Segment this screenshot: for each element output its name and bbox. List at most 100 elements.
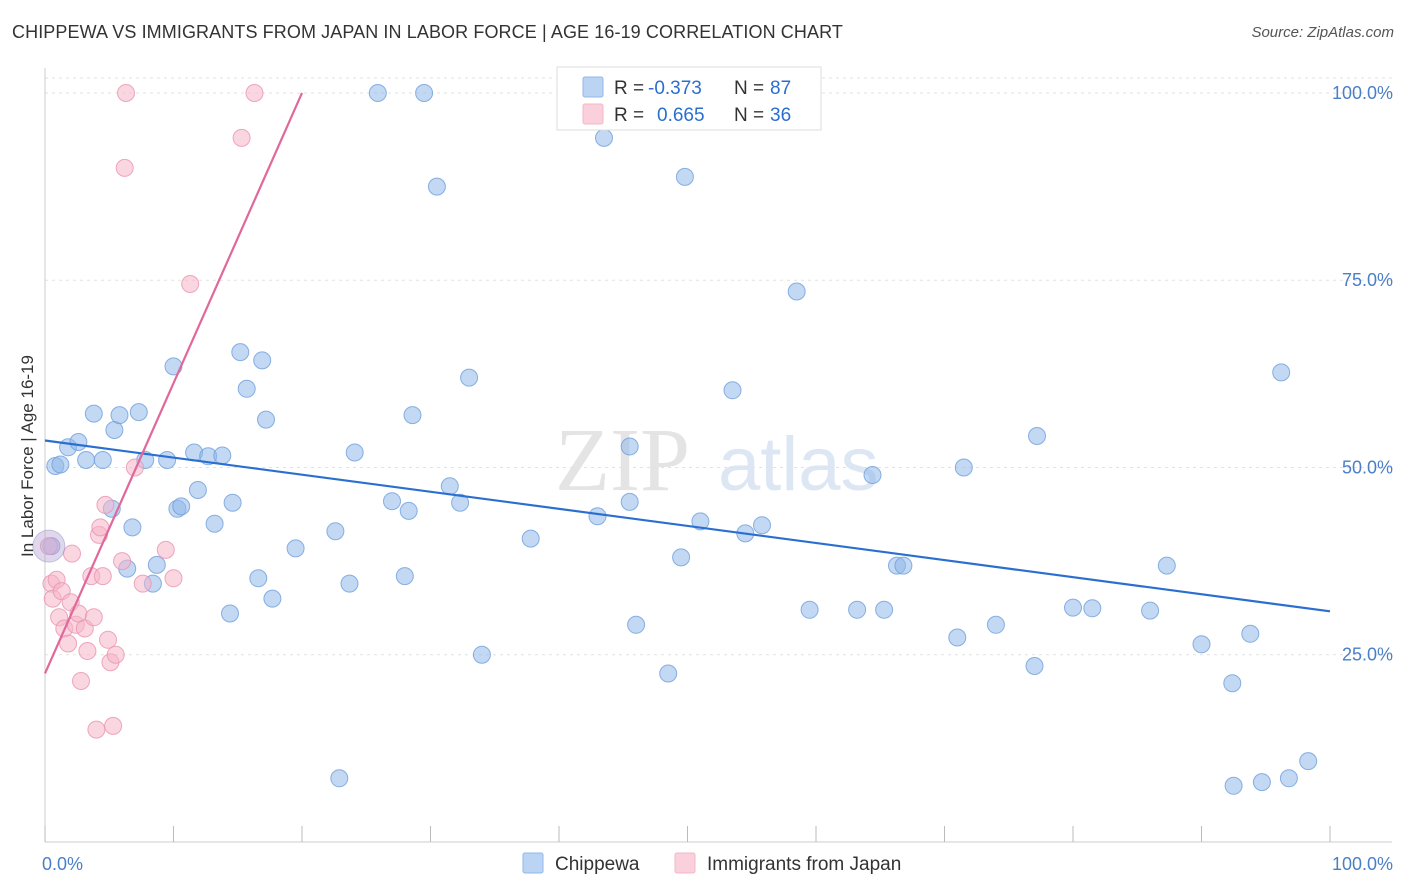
japan-point-35 xyxy=(245,84,264,102)
chippewa-point-62 xyxy=(753,516,771,535)
axes xyxy=(44,68,1392,843)
chippewa-point-30 xyxy=(249,569,268,588)
chippewa-point-56 xyxy=(659,664,678,683)
japan-point-0 xyxy=(39,537,58,556)
chippewa-point-13 xyxy=(129,403,148,422)
chippewa-point-5 xyxy=(77,451,96,469)
chippewa-point-69 xyxy=(894,556,913,575)
chippewa-point-63 xyxy=(787,282,806,301)
chippewa-point-60 xyxy=(723,381,742,400)
chippewa-point-39 xyxy=(368,84,387,102)
stats-n-value-chippewa: 87 xyxy=(770,78,791,99)
chippewa-point-67 xyxy=(875,600,894,619)
legend-label-chippewa: Chippewa xyxy=(555,854,640,875)
chippewa-point-6 xyxy=(84,404,103,423)
chippewa-point-26 xyxy=(221,604,239,623)
chippewa-point-32 xyxy=(257,410,275,429)
stats-legend: R = -0.373 N = 87 R = 0.665 N = 36 xyxy=(556,66,822,131)
chart-title: CHIPPEWA VS IMMIGRANTS FROM JAPAN IN LAB… xyxy=(12,22,843,42)
japan-point-9 xyxy=(63,544,81,563)
legend-swatch-japan xyxy=(674,852,696,874)
japan-point-17 xyxy=(87,720,106,739)
chippewa-point-66 xyxy=(863,466,882,484)
chippewa-point-42 xyxy=(399,501,418,520)
trend-lines xyxy=(43,92,1331,674)
japan-point-14 xyxy=(78,642,97,660)
japan-point-24 xyxy=(104,716,123,735)
stats-r-label-chippewa: R = xyxy=(614,78,644,99)
japan-point-31 xyxy=(156,540,175,559)
stats-n-value-japan: 36 xyxy=(770,105,791,126)
chippewa-point-75 xyxy=(1064,598,1082,617)
chippewa-point-49 xyxy=(472,645,491,664)
chippewa-point-22 xyxy=(188,481,207,499)
chippewa-point-72 xyxy=(986,615,1005,634)
japan-trend-line xyxy=(43,92,304,674)
chippewa-point-36 xyxy=(330,769,349,788)
chippewa-point-12 xyxy=(123,518,142,537)
japan-point-33 xyxy=(181,275,200,293)
chippewa-point-64 xyxy=(800,600,819,619)
chippewa-point-57 xyxy=(672,548,691,567)
chippewa-point-52 xyxy=(595,128,613,147)
japan-point-20 xyxy=(93,567,112,586)
japan-point-21 xyxy=(96,495,115,514)
chippewa-point-71 xyxy=(954,458,973,477)
chippewa-point-20 xyxy=(172,497,191,516)
watermark: ZIP atlas xyxy=(555,411,879,510)
watermark-zip: ZIP xyxy=(555,411,690,510)
watermark-atlas: atlas xyxy=(718,422,879,507)
japan-point-22 xyxy=(99,630,117,649)
chippewa-point-48 xyxy=(460,368,479,387)
japan-point-7 xyxy=(59,634,78,653)
japan-point-26 xyxy=(113,552,132,571)
chippewa-point-65 xyxy=(848,600,867,619)
legend-swatch-chippewa xyxy=(522,852,544,874)
chippewa-point-33 xyxy=(263,589,282,608)
chippewa-point-86 xyxy=(1299,752,1318,771)
chippewa-point-53 xyxy=(620,437,639,456)
japan-point-34 xyxy=(232,128,251,147)
chippewa-trend-line xyxy=(44,439,1331,613)
chippewa-point-7 xyxy=(93,451,112,469)
chippewa-point-16 xyxy=(147,555,166,574)
chippewa-point-78 xyxy=(1157,556,1176,575)
chippewa-point-31 xyxy=(253,351,272,370)
source-credit: Source: ZipAtlas.com xyxy=(1251,24,1394,41)
chippewa-point-81 xyxy=(1224,776,1243,795)
japan-point-25 xyxy=(106,645,125,664)
chippewa-point-46 xyxy=(440,477,459,496)
y-tick-label-25: 25.0% xyxy=(1342,645,1393,665)
chippewa-point-45 xyxy=(427,177,446,196)
chippewa-point-27 xyxy=(223,493,242,512)
chippewa-point-80 xyxy=(1223,674,1242,693)
chippewa-point-2 xyxy=(51,455,70,474)
japan-point-29 xyxy=(125,458,144,477)
stats-r-value-japan: 0.665 xyxy=(657,105,705,126)
japan-point-32 xyxy=(164,569,183,588)
japan-point-16 xyxy=(84,608,103,627)
japan-point-12 xyxy=(72,672,90,690)
japan-point-30 xyxy=(133,574,152,593)
chippewa-point-10 xyxy=(110,406,129,425)
chippewa-point-28 xyxy=(231,343,250,362)
chippewa-point-74 xyxy=(1028,427,1046,445)
chippewa-point-85 xyxy=(1279,769,1298,788)
stats-n-label-japan: N = xyxy=(734,105,764,126)
chippewa-point-58 xyxy=(675,167,694,186)
chippewa-point-51 xyxy=(588,507,607,526)
chippewa-point-47 xyxy=(451,493,470,512)
stats-swatch-japan xyxy=(582,103,604,125)
chippewa-point-73 xyxy=(1025,657,1044,675)
chippewa-point-70 xyxy=(948,628,967,647)
japan-point-28 xyxy=(117,84,135,102)
chippewa-point-55 xyxy=(627,615,646,634)
overlap-cluster-point xyxy=(32,529,66,563)
chippewa-point-29 xyxy=(237,379,256,398)
chippewa-point-54 xyxy=(620,492,639,511)
chippewa-point-50 xyxy=(521,529,540,548)
chippewa-point-24 xyxy=(205,514,224,533)
stats-swatch-chippewa xyxy=(582,76,604,98)
stats-n-label-chippewa: N = xyxy=(734,78,764,99)
